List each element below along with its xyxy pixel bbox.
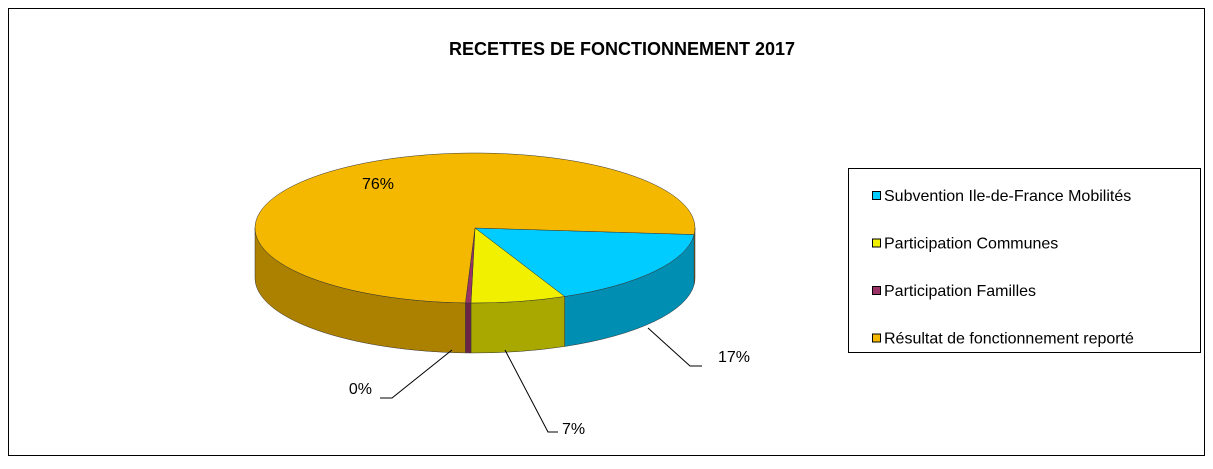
legend-label: Subvention Ile-de-France Mobilités xyxy=(884,188,1131,205)
data-label: 7% xyxy=(562,421,585,438)
legend-marker xyxy=(872,238,881,248)
data-label: 17% xyxy=(718,349,750,366)
legend-box xyxy=(848,168,1201,353)
legend-marker xyxy=(872,333,881,343)
data-label: 76% xyxy=(362,176,394,193)
leader-line xyxy=(647,327,702,367)
data-label: 0% xyxy=(349,381,372,398)
legend-marker xyxy=(872,286,881,295)
slice-side xyxy=(693,227,696,285)
chart-title: RECETTES DE FONCTIONNEMENT 2017 xyxy=(449,39,795,59)
legend-label: Participation Communes xyxy=(884,236,1058,253)
slice-side xyxy=(470,296,565,354)
legend-marker xyxy=(872,191,881,200)
slice-side xyxy=(465,302,472,354)
legend-label: Participation Familles xyxy=(884,283,1036,300)
legend-label: Résultat de fonctionnement reporté xyxy=(884,331,1134,348)
slice xyxy=(254,152,696,304)
leader-line xyxy=(504,349,558,433)
slice xyxy=(474,227,695,297)
leader-line xyxy=(380,349,453,399)
